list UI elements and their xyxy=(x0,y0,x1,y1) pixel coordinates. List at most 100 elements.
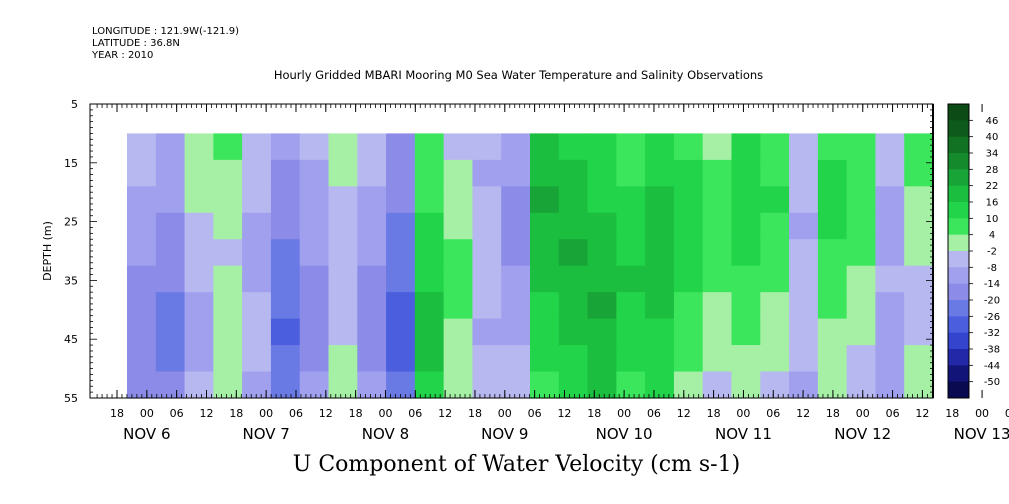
colorbar-tick-label: -32 xyxy=(984,328,1000,339)
heatmap-cell xyxy=(328,133,358,161)
heatmap-cell xyxy=(789,212,819,240)
heatmap-cell xyxy=(299,133,330,161)
heatmap-cell xyxy=(616,212,646,240)
heatmap-cell xyxy=(213,292,243,320)
heatmap-cell xyxy=(242,212,272,240)
colorbar-tick-label: 40 xyxy=(986,132,999,143)
heatmap-cell xyxy=(904,133,934,161)
colorbar-tick-label: -8 xyxy=(987,263,997,274)
x-hour-tick-label: 18 xyxy=(587,407,601,420)
heatmap-cell xyxy=(846,133,877,161)
heatmap-cell xyxy=(645,186,675,214)
heatmap-cell xyxy=(472,318,502,346)
x-day-label: NOV 11 xyxy=(715,425,772,443)
x-day-label: NOV 10 xyxy=(596,425,653,443)
heatmap-cell xyxy=(501,265,531,293)
heatmap-cell xyxy=(414,239,445,267)
heatmap-cell xyxy=(127,159,157,187)
heatmap-cell xyxy=(760,265,790,293)
x-hour-tick-label: 00 xyxy=(856,407,870,420)
heatmap-cell xyxy=(414,265,445,293)
heatmap-cell xyxy=(846,371,877,399)
colorbar-tick-label: -26 xyxy=(984,312,1000,323)
heatmap-cell xyxy=(443,212,474,240)
x-hour-tick-label: 12 xyxy=(319,407,333,420)
heatmap-cell xyxy=(558,371,589,399)
heatmap-cell xyxy=(242,133,272,161)
heatmap-cell xyxy=(270,239,301,267)
heatmap-cell xyxy=(213,345,243,373)
heatmap-cell xyxy=(155,186,186,214)
heatmap-cell xyxy=(530,212,560,240)
colorbar-tick-label: 34 xyxy=(986,149,999,160)
colorbar-tick-label: 46 xyxy=(986,116,999,127)
heatmap-cell xyxy=(501,345,531,373)
colorbar-tick-label: -14 xyxy=(984,279,1000,290)
heatmap-cell xyxy=(386,212,416,240)
heatmap-cell xyxy=(414,186,445,214)
heatmap-cell xyxy=(443,133,474,161)
heatmap-cell xyxy=(443,292,474,320)
heatmap-cell xyxy=(155,239,186,267)
colorbar-tick-label: 4 xyxy=(989,230,995,241)
colorbar-swatch xyxy=(948,349,969,366)
heatmap-cell xyxy=(673,133,704,161)
heatmap-cell xyxy=(328,239,358,267)
heatmap-cell xyxy=(213,371,243,399)
heatmap-cell xyxy=(501,239,531,267)
heatmap-cell xyxy=(127,292,157,320)
colorbar-swatch xyxy=(948,365,969,383)
heatmap-cell xyxy=(875,371,905,399)
x-hour-tick-label: 18 xyxy=(826,407,840,420)
colorbar-tick-label: 16 xyxy=(986,198,999,209)
x-hour-tick-label: 06 xyxy=(408,407,422,420)
heatmap-cell xyxy=(760,318,790,346)
heatmap-cell xyxy=(155,318,186,346)
heatmap-cell xyxy=(875,345,905,373)
x-hour-tick-label: 12 xyxy=(557,407,571,420)
x-day-label: NOV 9 xyxy=(481,425,528,443)
heatmap-cell xyxy=(846,345,877,373)
colorbar-swatch xyxy=(948,332,969,350)
heatmap-cell xyxy=(299,186,330,214)
heatmap-cell xyxy=(184,159,214,187)
heatmap-cell xyxy=(702,265,733,293)
colorbar-swatch xyxy=(948,169,969,187)
x-hour-tick-label: 06 xyxy=(289,407,303,420)
heatmap-cell xyxy=(760,159,790,187)
y-tick-label: 55 xyxy=(64,392,78,405)
heatmap-cell xyxy=(270,186,301,214)
heatmap-cell xyxy=(731,159,761,187)
x-hour-tick-label: 06 xyxy=(647,407,661,420)
colorbar-swatch xyxy=(948,283,969,301)
heatmap-cell xyxy=(645,159,675,187)
heatmap-cell xyxy=(155,133,186,161)
heatmap-cell xyxy=(817,159,848,187)
heatmap-cell xyxy=(213,239,243,267)
heatmap-cell xyxy=(270,345,301,373)
heatmap-cell xyxy=(472,133,502,161)
heatmap-cell xyxy=(155,159,186,187)
heatmap-cell xyxy=(587,186,617,214)
heatmap-cell xyxy=(817,133,848,161)
heatmap-cell xyxy=(472,186,502,214)
heatmap-cell xyxy=(386,239,416,267)
heatmap-cell xyxy=(127,345,157,373)
heatmap-cell xyxy=(328,186,358,214)
heatmap-cell xyxy=(213,186,243,214)
heatmap-cell xyxy=(731,371,761,399)
heatmap-cell xyxy=(587,212,617,240)
heatmap-cell xyxy=(472,159,502,187)
heatmap-cell xyxy=(760,186,790,214)
heatmap-cell xyxy=(673,345,704,373)
heatmap-cell xyxy=(328,212,358,240)
heatmap-cell xyxy=(472,292,502,320)
colorbar-tick-label: 22 xyxy=(986,181,999,192)
x-hour-tick-label: 06 xyxy=(170,407,184,420)
x-hour-tick-label: 00 xyxy=(140,407,154,420)
heatmap-cell xyxy=(789,133,819,161)
heatmap-cell xyxy=(789,265,819,293)
heatmap-cell xyxy=(357,239,387,267)
heatmap-cell xyxy=(558,345,589,373)
colorbar-tick-label: -44 xyxy=(984,361,1000,372)
